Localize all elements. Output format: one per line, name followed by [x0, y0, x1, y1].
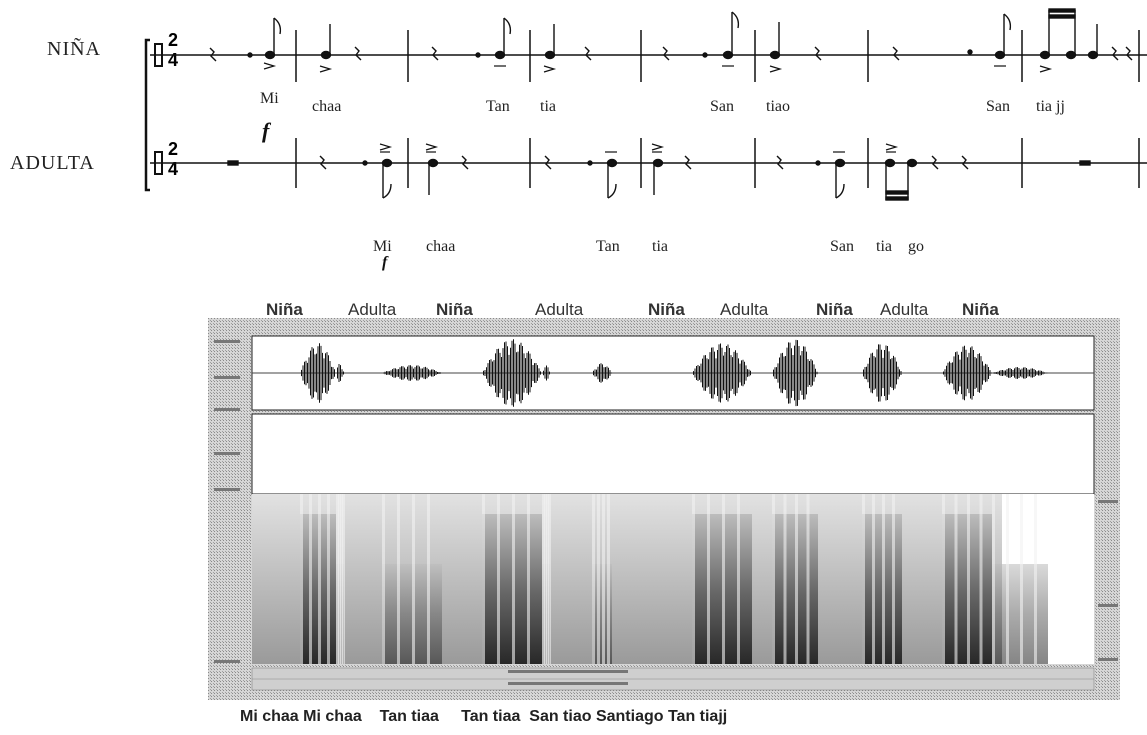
spectrogram-striation [592, 494, 595, 664]
speaker-label-1: Niña [266, 300, 303, 319]
spectrogram-striation [602, 494, 605, 664]
speaker-label-6: Adulta [720, 300, 769, 319]
lyric-adulta-tia-2: tia [876, 238, 892, 255]
spectrogram-striation [497, 494, 500, 664]
spectrogram-striation [336, 494, 339, 664]
spectrogram-striation [382, 494, 385, 664]
spectrogram-striation [527, 494, 530, 664]
spectrogram-striation [338, 494, 341, 664]
spectrogram-striation [795, 494, 798, 664]
spectrogram-striation [607, 494, 610, 664]
spectrogram-striation [548, 494, 551, 664]
spectrogram-striation [992, 494, 995, 664]
spectrogram-bands [300, 494, 1048, 664]
lyric-adulta-chaa: chaa [426, 238, 456, 255]
time-sig-bottom-nina: 4 [168, 50, 178, 70]
music-score: 2 4 2 4 [144, 8, 1147, 201]
lyric-adulta-tan: Tan [596, 238, 620, 255]
waveform-spectrogram-panel [208, 318, 1120, 700]
speaker-label-9: Niña [962, 300, 999, 319]
accents-adulta [379, 143, 899, 153]
spectrogram-striation [512, 494, 515, 664]
spectrogram-striation [340, 494, 343, 664]
speaker-label-3: Niña [436, 300, 473, 319]
spectrogram-striation [544, 494, 547, 664]
lyric-nina-mi: Mi [260, 90, 279, 107]
barlines-nina [295, 30, 1140, 82]
lyric-adulta-mi: Mi [373, 238, 392, 255]
lyric-nina-chaa: chaa [312, 98, 342, 115]
lyric-nina-tia: tia [540, 98, 556, 115]
spectrogram-striation [806, 494, 810, 664]
system-bracket [144, 38, 150, 192]
lyric-nina-tan: Tan [486, 98, 510, 115]
notes-nina [209, 8, 1133, 62]
speaker-label-2: Adulta [348, 300, 397, 319]
lyric-nina-tiao: tiao [766, 98, 790, 115]
spectrogram-striation [772, 494, 775, 664]
staff-label-nina: NIÑA [47, 38, 101, 60]
time-sig-top-adulta: 2 [168, 139, 178, 159]
lyric-nina-san: San [710, 98, 734, 115]
lyric-adulta-san: San [830, 238, 854, 255]
spectrogram-striation [342, 494, 345, 664]
bottom-caption: Mi chaa Mi chaa Tan tiaa Tan tiaa San ti… [240, 708, 728, 725]
spectrogram-striation [546, 494, 549, 664]
spectrogram-striation [707, 494, 710, 664]
spectrogram-striation [954, 494, 958, 664]
spectrogram-striation [1006, 494, 1009, 664]
lyric-nina-san-2: San [986, 98, 1010, 115]
empty-tier [251, 413, 1095, 495]
spectrogram-striation [300, 494, 303, 664]
spectrogram-striation [597, 494, 600, 664]
spectrogram-striation [1020, 494, 1023, 664]
spectrogram-striation [967, 494, 970, 664]
speaker-label-4: Adulta [535, 300, 584, 319]
spectrogram-striation [397, 494, 400, 664]
spectrogram-striation [412, 494, 415, 664]
speaker-label-5: Niña [648, 300, 685, 319]
spectrogram-striation [872, 494, 875, 664]
barlines-adulta [295, 138, 1140, 188]
spectrogram-striation [1034, 494, 1037, 664]
time-sig-top-nina: 2 [168, 30, 178, 50]
lyric-adulta-tia: tia [652, 238, 668, 255]
dynamic-adulta: f [382, 254, 388, 271]
dynamic-nina: f [262, 118, 270, 143]
lyric-adulta-go: go [908, 238, 924, 255]
waveform-bursts [301, 339, 1048, 407]
spectrogram-striation [427, 494, 430, 664]
accents-nina [263, 62, 1053, 73]
lyric-nina-tiajj: tia jj [1036, 98, 1065, 115]
spectrogram-striation [318, 494, 321, 664]
speaker-label-8: Adulta [880, 300, 929, 319]
spectrogram-striation [942, 494, 945, 664]
spectrogram-striation [892, 494, 895, 664]
notes-adulta [227, 155, 1091, 201]
spectrogram-striation [542, 494, 545, 664]
staff-label-adulta: ADULTA [10, 152, 95, 174]
spectrogram-striation [327, 494, 330, 664]
spectrogram-striation [882, 494, 885, 664]
spectrogram-striation [783, 494, 787, 664]
spectrogram-striation [482, 494, 485, 664]
spectrogram-striation [862, 494, 865, 664]
spectrogram-striation [737, 494, 740, 664]
speaker-label-7: Niña [816, 300, 853, 319]
spectrogram-striation [979, 494, 983, 664]
spectrogram-striation [309, 494, 312, 664]
spectrogram-striation [722, 494, 725, 664]
time-sig-bottom-adulta: 4 [168, 159, 178, 179]
spectrogram-striation [692, 494, 695, 664]
